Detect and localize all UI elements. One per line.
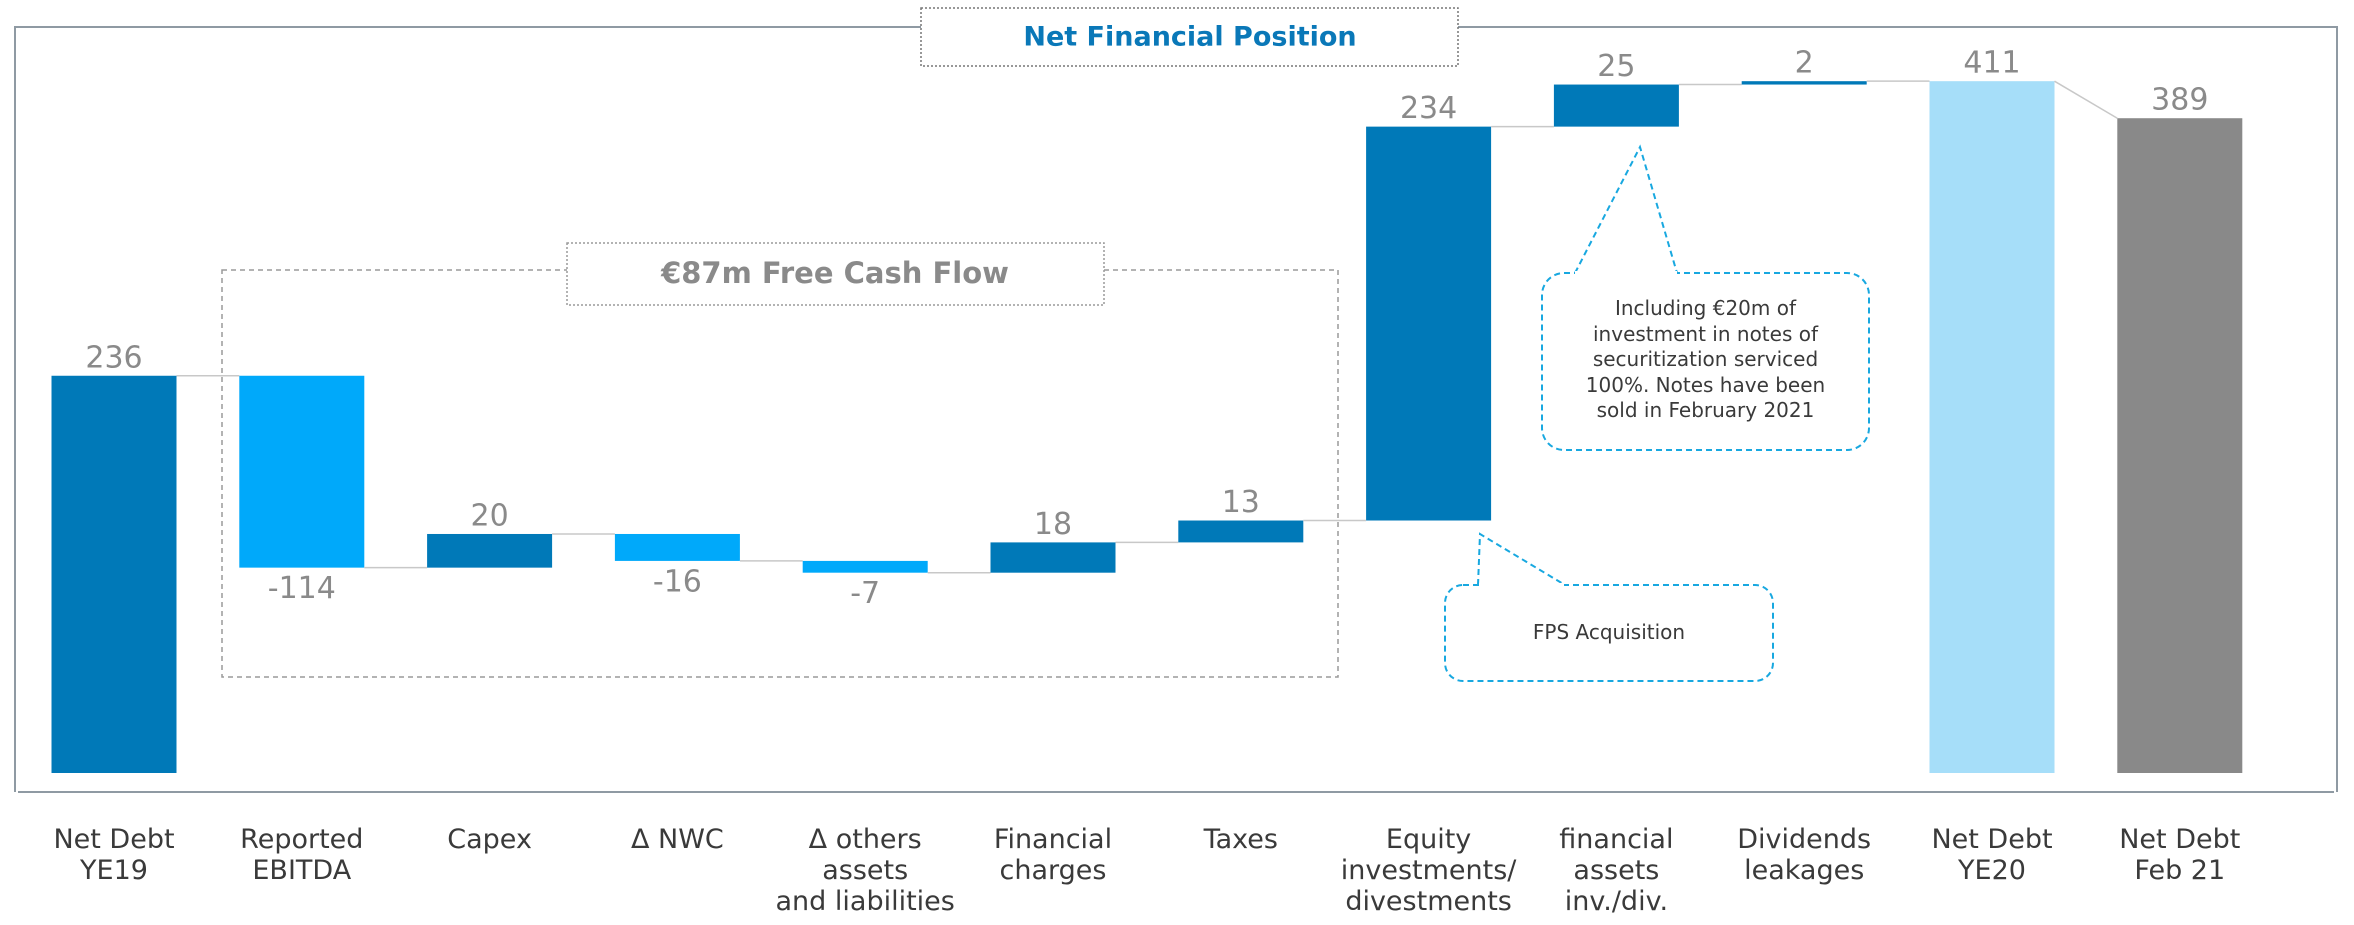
value-label: 20: [471, 498, 509, 533]
callout-text: Including €20m of investment in notes of…: [1585, 296, 1826, 422]
fcf-box: [221, 269, 1339, 678]
connector: [2054, 80, 2118, 119]
value-label: -7: [850, 576, 880, 611]
value-label: 411: [1963, 46, 2020, 81]
x-tick-label: Net Debt YE19: [53, 824, 175, 886]
value-label: 236: [85, 340, 142, 375]
bar: [1741, 81, 1867, 85]
frame: [14, 26, 2338, 792]
bar: [51, 375, 177, 773]
bar: [1553, 84, 1679, 127]
value-label: -16: [653, 564, 702, 599]
value-label: -114: [268, 571, 336, 606]
value-label: 25: [1597, 49, 1635, 84]
value-label: 18: [1034, 507, 1072, 542]
callout-box: [1444, 584, 1774, 682]
x-tick-label: Financial charges: [993, 824, 1113, 886]
x-tick-label: Net Debt Feb 21: [2119, 824, 2241, 886]
bar: [1366, 126, 1492, 521]
bar: [1178, 520, 1304, 543]
callout-box: [1541, 272, 1870, 451]
bar: [427, 533, 553, 568]
value-label: 2: [1795, 46, 1814, 81]
callout-pointer: [1477, 532, 1566, 586]
callout-join: [1479, 583, 1564, 587]
bar: [1929, 81, 2055, 774]
fcf-label: €87m Free Cash Flow: [660, 256, 1009, 290]
fcf-label-box: [566, 242, 1105, 306]
x-tick-label: Δ NWC: [630, 824, 724, 855]
x-tick-label: Taxes: [1203, 824, 1278, 855]
callout-text: FPS Acquisition: [1532, 620, 1686, 644]
x-tick-label: Dividends leakages: [1737, 824, 1872, 886]
bar: [802, 560, 928, 573]
x-tick-label: financial assets inv./div.: [1559, 824, 1674, 917]
x-tick-label: Net Debt YE20: [1931, 824, 2053, 886]
bar: [239, 375, 365, 568]
value-label: 389: [2151, 83, 2208, 118]
bar: [990, 542, 1116, 573]
bar: [2117, 118, 2243, 774]
callout-pointer: [1574, 144, 1678, 274]
value-label: 234: [1400, 91, 1457, 126]
x-tick-label: Equity investments/ divestments: [1340, 824, 1517, 917]
callout-join: [1575, 271, 1677, 275]
title-box: [920, 7, 1459, 67]
x-tick-label: Reported EBITDA: [240, 824, 364, 886]
x-tick-label: Δ others assets and liabilities: [775, 824, 955, 917]
value-label: 13: [1222, 485, 1260, 520]
chart-title: Net Financial Position: [1023, 22, 1356, 53]
x-tick-label: Capex: [447, 824, 532, 855]
bar: [614, 533, 740, 561]
